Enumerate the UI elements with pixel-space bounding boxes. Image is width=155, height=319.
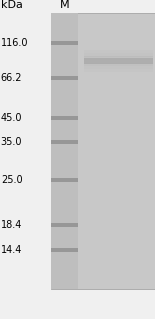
Bar	[51, 140, 78, 144]
Text: 18.4: 18.4	[1, 220, 22, 230]
Text: kDa: kDa	[1, 0, 23, 10]
Bar	[51, 13, 155, 289]
Text: 116.0: 116.0	[1, 38, 28, 48]
Text: 14.4: 14.4	[1, 245, 22, 256]
Text: 25.0: 25.0	[1, 175, 22, 185]
Bar	[51, 13, 78, 289]
Text: 45.0: 45.0	[1, 113, 22, 123]
Bar	[84, 63, 153, 66]
Bar	[51, 116, 78, 120]
Text: M: M	[60, 0, 69, 10]
Bar	[84, 56, 153, 60]
Text: 35.0: 35.0	[1, 137, 22, 147]
Bar	[84, 53, 153, 56]
Bar	[84, 69, 153, 72]
Bar	[84, 58, 153, 64]
Bar	[84, 66, 153, 69]
Bar	[51, 76, 78, 80]
Bar	[51, 178, 78, 182]
Bar	[84, 50, 153, 53]
Bar	[51, 41, 78, 45]
Bar	[51, 248, 78, 253]
Text: 66.2: 66.2	[1, 73, 22, 83]
Bar	[51, 223, 78, 227]
